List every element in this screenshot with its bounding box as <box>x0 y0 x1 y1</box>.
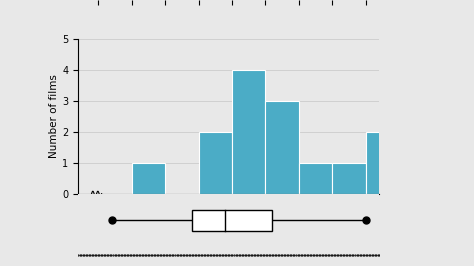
Bar <box>265 101 299 194</box>
Bar <box>332 163 366 194</box>
X-axis label: Length of film (minutes): Length of film (minutes) <box>165 216 292 226</box>
Bar <box>232 70 265 194</box>
Y-axis label: Number of films: Number of films <box>49 74 59 158</box>
Bar <box>366 132 399 194</box>
Bar <box>299 163 332 194</box>
Bar <box>192 210 272 231</box>
Bar <box>132 163 165 194</box>
Bar <box>199 132 232 194</box>
